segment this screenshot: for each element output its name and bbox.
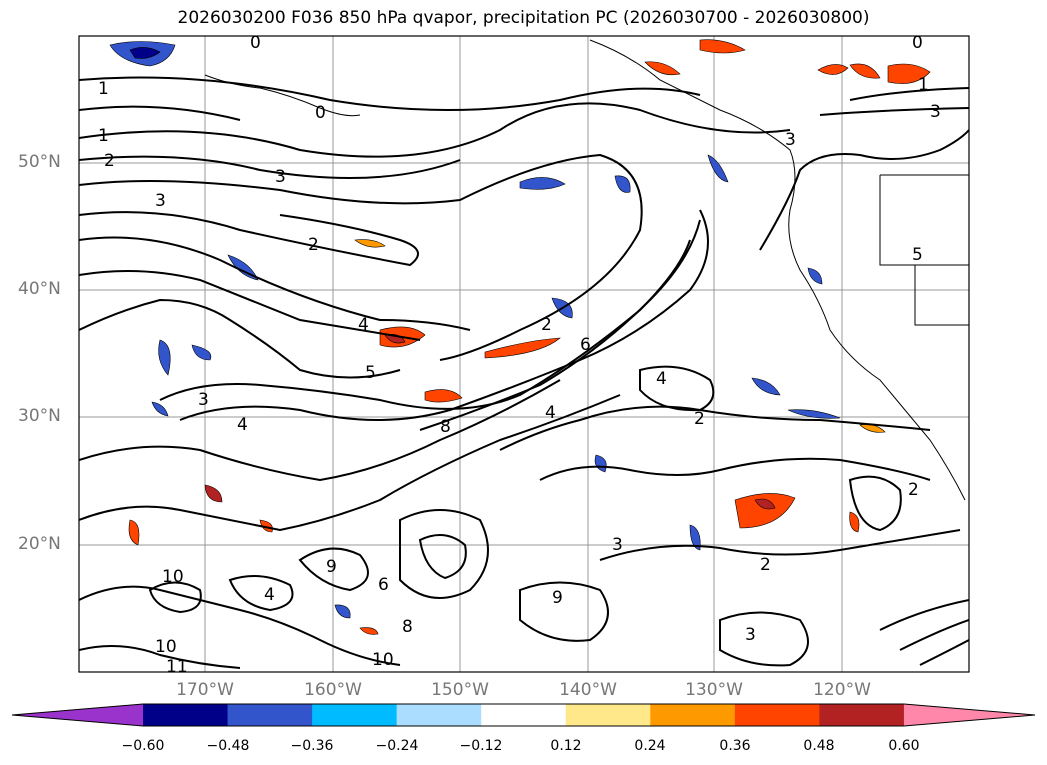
contour-label: 2: [908, 480, 919, 500]
contour-label: 6: [378, 575, 389, 595]
colorbar-segment: [565, 704, 651, 726]
contour-label: 4: [545, 403, 556, 423]
contour-label: 3: [930, 102, 941, 122]
contour-labels: 0 0 0 1 1 1 2 2 2 2 2 3 3 3 3 3 3 4 4 4 …: [98, 33, 941, 677]
contour-label: 11: [166, 657, 188, 677]
contour-label: 8: [440, 417, 451, 437]
colorbar-tick: 0.48: [803, 738, 835, 754]
colorbar-tick: −0.24: [375, 738, 419, 754]
contour-label: 3: [275, 167, 286, 187]
contour-label: 8: [402, 617, 413, 637]
colorbar-segment: [227, 704, 313, 726]
lon-label-120w: 120°W: [813, 680, 871, 700]
colorbar-segment: [481, 704, 567, 726]
lon-label-140w: 140°W: [559, 680, 617, 700]
qvapor-contours: [79, 76, 969, 669]
contour-label: 2: [541, 315, 552, 335]
colorbar-segment: [143, 704, 229, 726]
colorbar-segment: [396, 704, 482, 726]
contour-label: 10: [162, 567, 184, 587]
contour-label: 0: [250, 33, 261, 53]
contour-label: 9: [552, 588, 563, 608]
contour-label: 3: [745, 625, 756, 645]
colorbar-tick: −0.36: [290, 738, 334, 754]
contour-label: 2: [308, 235, 319, 255]
colorbar: [11, 703, 1036, 727]
colorbar-tick: −0.48: [206, 738, 250, 754]
contour-label: 2: [760, 555, 771, 575]
colorbar-tick: 0.12: [550, 738, 582, 754]
lat-label-20n: 20°N: [18, 534, 61, 554]
colorbar-tick: 0.60: [888, 738, 920, 754]
colorbar-tick: 0.36: [719, 738, 751, 754]
contour-label: 2: [694, 409, 705, 429]
contour-label: 3: [785, 130, 796, 150]
contour-label: 10: [155, 637, 177, 657]
colorbar-segment: [819, 704, 905, 726]
colorbar-segment: [312, 704, 398, 726]
plot-frame: [78, 35, 970, 673]
contour-label: 6: [580, 335, 591, 355]
contour-label: 1: [98, 79, 109, 99]
contour-label: 9: [326, 557, 337, 577]
contour-label: 3: [612, 535, 623, 555]
colorbar-segment: [650, 704, 736, 726]
colorbar-tick: 0.24: [634, 738, 666, 754]
lat-label-50n: 50°N: [18, 152, 61, 172]
contour-label: 4: [264, 585, 275, 605]
colorbar-tick: −0.12: [459, 738, 503, 754]
colorbar-extend-high: [903, 704, 1035, 726]
contour-label: 0: [315, 103, 326, 123]
contour-label: 5: [912, 245, 923, 265]
contour-label: 3: [155, 191, 166, 211]
plot-area: [79, 36, 969, 672]
contour-label: 2: [104, 151, 115, 171]
contour-label: 4: [656, 369, 667, 389]
contour-label: 5: [365, 363, 376, 383]
lon-label-150w: 150°W: [431, 680, 489, 700]
colorbar-outline: [11, 703, 1036, 727]
precip-positive-areas: [128, 39, 931, 635]
contour-label: 0: [912, 33, 923, 53]
contour-label: 1: [98, 126, 109, 146]
contour-label: 1: [918, 75, 929, 95]
contour-label: 4: [237, 415, 248, 435]
map-title: 2026030200 F036 850 hPa qvapor, precipit…: [177, 8, 870, 28]
lat-label-40n: 40°N: [18, 279, 61, 299]
contour-label: 3: [198, 390, 209, 410]
contour-label: 4: [358, 315, 369, 335]
lon-label-160w: 160°W: [304, 680, 362, 700]
lon-label-170w: 170°W: [176, 680, 234, 700]
colorbar-extend-low: [12, 704, 143, 726]
lon-label-130w: 130°W: [685, 680, 743, 700]
colorbar-tick: −0.60: [121, 738, 165, 754]
colorbar-segment: [734, 704, 820, 726]
lat-label-30n: 30°N: [18, 406, 61, 426]
contour-label: 10: [372, 650, 394, 670]
